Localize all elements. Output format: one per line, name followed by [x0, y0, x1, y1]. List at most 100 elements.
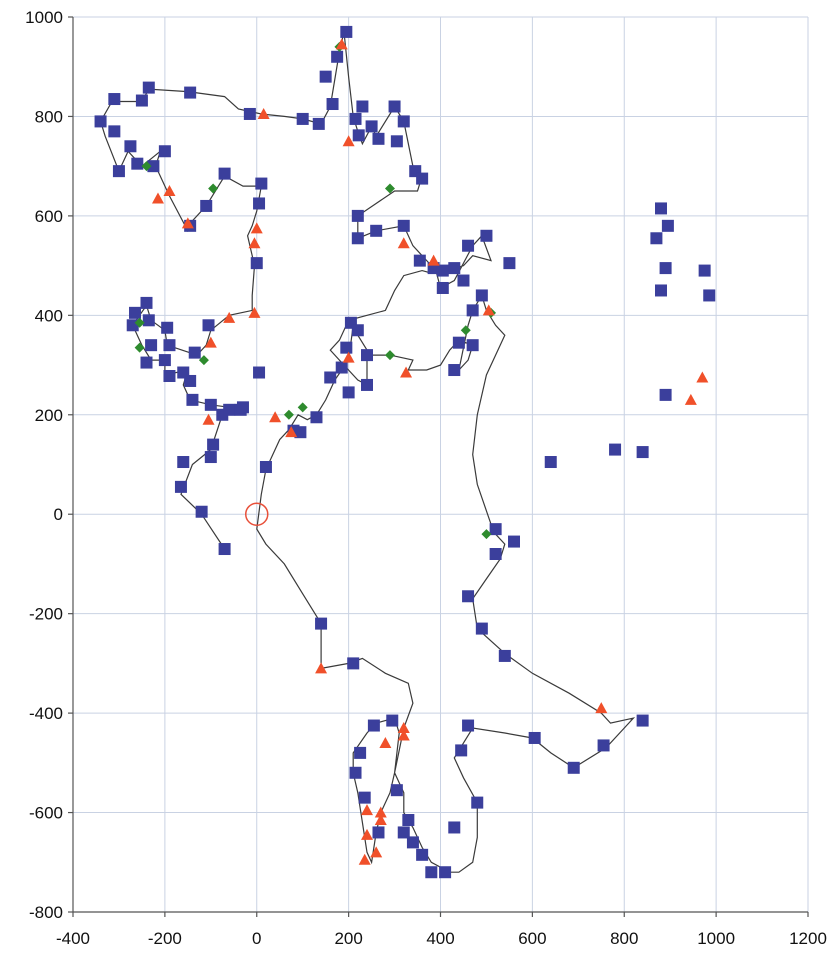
square-marker [351, 209, 364, 222]
square-marker [184, 86, 197, 99]
square-marker [188, 346, 201, 359]
square-marker [372, 826, 385, 839]
square-marker [462, 239, 475, 252]
diamond-marker [297, 402, 308, 413]
square-marker [158, 354, 171, 367]
square-marker [406, 836, 419, 849]
triangle-marker [335, 38, 348, 50]
square-marker [218, 543, 231, 556]
triangle-marker [374, 814, 387, 826]
square-marker [367, 719, 380, 732]
square-marker [462, 590, 475, 603]
triangle-marker [358, 853, 371, 865]
square-marker [365, 120, 378, 133]
y-tick-label: 200 [35, 406, 63, 425]
square-marker [508, 535, 520, 548]
triangle-marker [163, 185, 176, 197]
square-marker [223, 403, 236, 416]
square-marker [356, 100, 369, 113]
square-marker [698, 264, 711, 277]
square-marker [386, 714, 399, 727]
square-marker [310, 411, 323, 424]
square-marker [135, 94, 148, 107]
square-marker [413, 254, 426, 267]
square-marker [436, 281, 449, 294]
square-marker [480, 229, 493, 242]
square-marker [186, 393, 199, 406]
square-marker [397, 115, 410, 128]
square-marker [436, 264, 449, 277]
y-tick-label: -800 [29, 903, 63, 922]
square-marker [498, 649, 511, 662]
square-marker [140, 296, 153, 309]
triangle-marker [250, 222, 263, 234]
triangle-marker [285, 426, 298, 438]
y-tick-label: -200 [29, 605, 63, 624]
square-marker [331, 50, 344, 63]
square-marker [129, 306, 142, 319]
square-marker [177, 366, 190, 379]
triangle-marker [400, 366, 413, 378]
square-marker [349, 112, 362, 125]
triangle-marker [269, 411, 282, 423]
markers [94, 25, 716, 879]
square-marker [703, 289, 716, 302]
square-marker [397, 219, 410, 232]
square-marker [455, 744, 468, 757]
diamond-marker [141, 161, 152, 172]
square-marker [236, 401, 249, 414]
square-marker [163, 369, 176, 382]
square-marker [259, 460, 272, 473]
square-marker [636, 714, 649, 727]
square-marker [195, 505, 208, 518]
square-marker [354, 746, 367, 759]
square-marker [112, 165, 125, 178]
triangle-marker [315, 662, 328, 674]
square-marker [416, 848, 429, 861]
square-marker [147, 160, 160, 173]
square-marker [489, 523, 502, 536]
square-marker [567, 761, 580, 774]
square-marker [319, 70, 332, 83]
square-marker [202, 319, 215, 332]
square-marker [416, 172, 429, 185]
square-marker [361, 378, 373, 391]
square-marker [218, 167, 231, 180]
x-tick-label: 600 [518, 929, 546, 948]
trajectory [99, 31, 636, 873]
square-marker [158, 145, 171, 158]
square-marker [462, 719, 475, 732]
square-marker [255, 177, 268, 190]
x-tick-label: 800 [610, 929, 638, 948]
square-marker [448, 821, 461, 834]
square-marker [609, 443, 622, 456]
square-marker [471, 796, 484, 809]
square-marker [200, 199, 213, 212]
square-marker [204, 398, 217, 411]
triangle-marker [370, 846, 383, 858]
triangle-marker [361, 828, 373, 840]
square-marker [250, 257, 263, 270]
square-marker [489, 548, 502, 560]
y-tick-label: 0 [54, 505, 63, 524]
square-marker [94, 115, 107, 128]
square-marker [439, 866, 452, 879]
diamond-marker [134, 317, 145, 328]
square-marker [390, 135, 403, 148]
square-marker [636, 446, 649, 459]
square-marker [124, 140, 137, 153]
square-marker [358, 791, 371, 804]
square-marker [390, 784, 403, 797]
diamond-marker [283, 409, 294, 420]
square-marker [142, 81, 155, 94]
diamond-marker [134, 342, 145, 353]
square-marker [448, 364, 461, 377]
square-marker [661, 219, 674, 232]
square-marker [397, 826, 410, 839]
square-marker [466, 339, 479, 352]
square-marker [163, 339, 176, 352]
triangle-marker [248, 306, 261, 318]
square-marker [342, 386, 355, 399]
square-marker [402, 814, 415, 827]
